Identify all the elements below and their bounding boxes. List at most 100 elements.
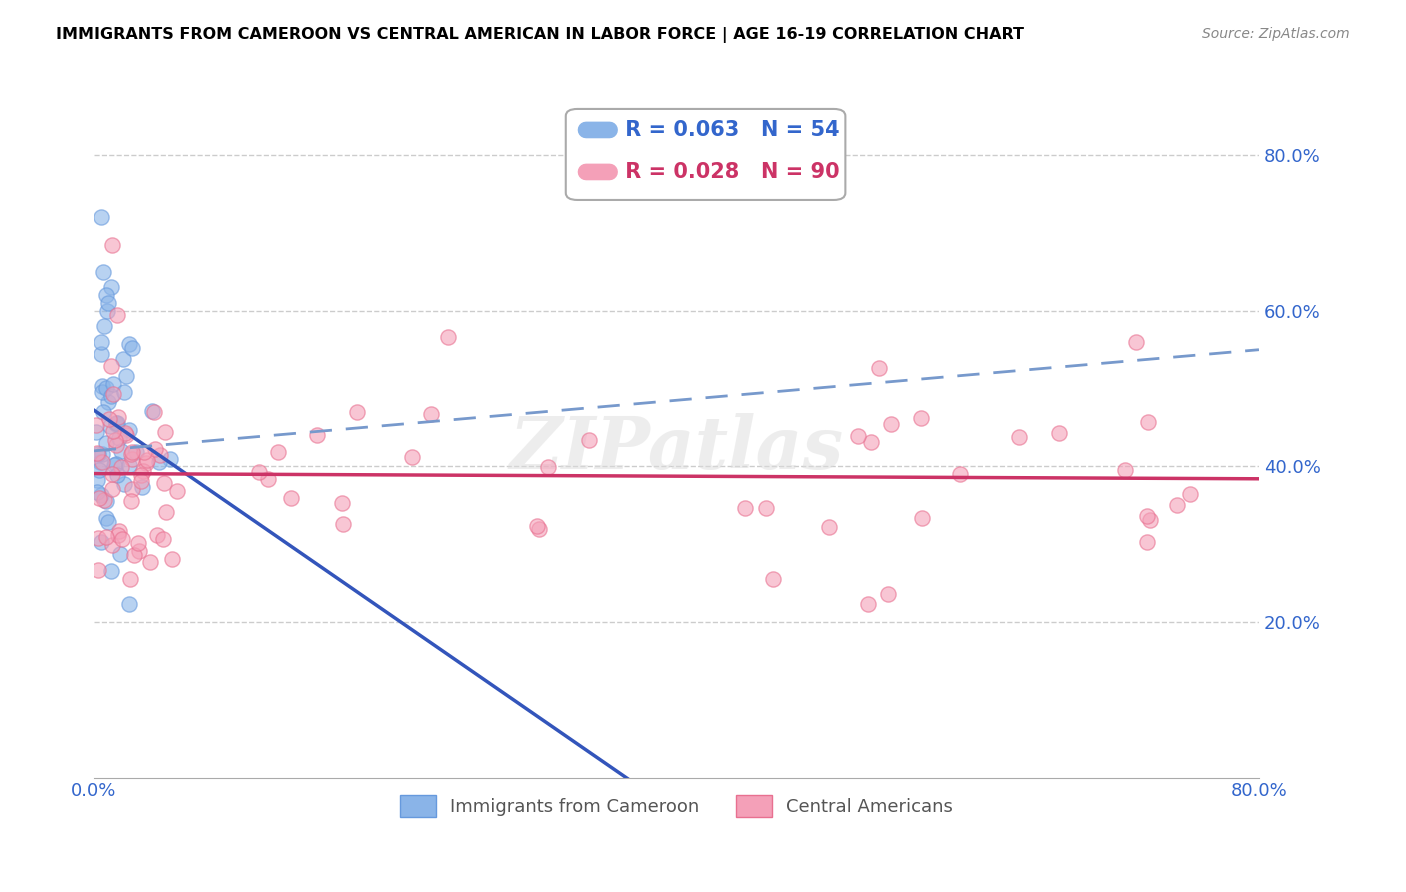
Point [578, 433, 600, 447]
Point [84, 417, 107, 432]
Point [110, 443, 132, 458]
Point [437, 330, 460, 344]
Point [1047, 426, 1070, 441]
Point [118, 458, 141, 472]
Point [105, 308, 128, 322]
Point [734, 501, 756, 516]
Point [1178, 487, 1201, 501]
Point [120, 447, 142, 461]
Point [1135, 508, 1157, 523]
Point [111, 351, 134, 366]
Point [103, 458, 125, 473]
Point [105, 457, 128, 471]
Point [305, 428, 328, 442]
Point [108, 431, 131, 445]
FancyBboxPatch shape [565, 109, 845, 200]
Point [90, 211, 112, 225]
Point [121, 482, 143, 496]
Point [86, 484, 108, 499]
Point [162, 551, 184, 566]
Point [117, 336, 139, 351]
Point [129, 474, 152, 488]
Point [86, 445, 108, 459]
Point [108, 524, 131, 539]
Text: R = 0.028   N = 90: R = 0.028 N = 90 [619, 162, 839, 182]
Point [94, 493, 117, 508]
Point [529, 522, 551, 536]
Point [112, 384, 135, 399]
Point [755, 501, 778, 516]
Point [100, 237, 122, 252]
Text: ZIPatlas: ZIPatlas [509, 413, 844, 484]
Point [149, 448, 172, 462]
Point [141, 404, 163, 418]
Point [911, 511, 934, 525]
Point [868, 360, 890, 375]
Point [100, 538, 122, 552]
Point [90, 385, 112, 400]
Point [114, 477, 136, 491]
Point [121, 445, 143, 459]
Point [94, 510, 117, 524]
Point [107, 409, 129, 424]
Point [155, 505, 177, 519]
Point [105, 416, 128, 430]
Point [120, 572, 142, 586]
Point [1166, 498, 1188, 512]
Point [127, 535, 149, 549]
Point [90, 535, 112, 549]
Point [132, 464, 155, 478]
Point [87, 491, 110, 506]
Point [91, 265, 114, 279]
Point [94, 288, 117, 302]
Point [247, 465, 270, 479]
Point [105, 417, 128, 431]
Point [860, 435, 883, 450]
Point [105, 467, 128, 482]
Point [1125, 334, 1147, 349]
Point [118, 597, 141, 611]
Point [101, 482, 124, 496]
Point [114, 369, 136, 384]
Point [142, 405, 165, 419]
Point [1136, 535, 1159, 549]
Point [97, 296, 120, 310]
Point [87, 563, 110, 577]
Point [846, 428, 869, 442]
Point [115, 428, 138, 442]
Point [111, 533, 134, 547]
Point [86, 447, 108, 461]
Text: R = 0.063   N = 54: R = 0.063 N = 54 [619, 120, 839, 140]
Point [94, 530, 117, 544]
Point [346, 404, 368, 418]
Point [101, 424, 124, 438]
Point [537, 460, 560, 475]
Point [1139, 513, 1161, 527]
Point [90, 488, 112, 502]
Point [1007, 430, 1029, 444]
Point [280, 491, 302, 505]
Text: IMMIGRANTS FROM CAMEROON VS CENTRAL AMERICAN IN LABOR FORCE | AGE 16-19 CORRELAT: IMMIGRANTS FROM CAMEROON VS CENTRAL AMER… [56, 27, 1024, 43]
Point [128, 544, 150, 558]
Point [103, 376, 125, 391]
Legend: Immigrants from Cameroon, Central Americans: Immigrants from Cameroon, Central Americ… [392, 788, 960, 824]
Point [132, 445, 155, 459]
Point [419, 407, 441, 421]
Point [124, 445, 146, 459]
Point [153, 425, 176, 440]
Text: R = 0.063   N = 54: R = 0.063 N = 54 [619, 120, 839, 140]
Point [84, 425, 107, 439]
Point [762, 572, 785, 586]
Point [148, 455, 170, 469]
Point [120, 493, 142, 508]
Point [104, 433, 127, 447]
Point [117, 423, 139, 437]
Point [94, 436, 117, 450]
Point [97, 516, 120, 530]
Point [1137, 415, 1160, 429]
Point [101, 467, 124, 481]
Point [856, 597, 879, 611]
Point [110, 460, 132, 475]
Point [87, 462, 110, 476]
Text: Source: ZipAtlas.com: Source: ZipAtlas.com [1202, 27, 1350, 41]
